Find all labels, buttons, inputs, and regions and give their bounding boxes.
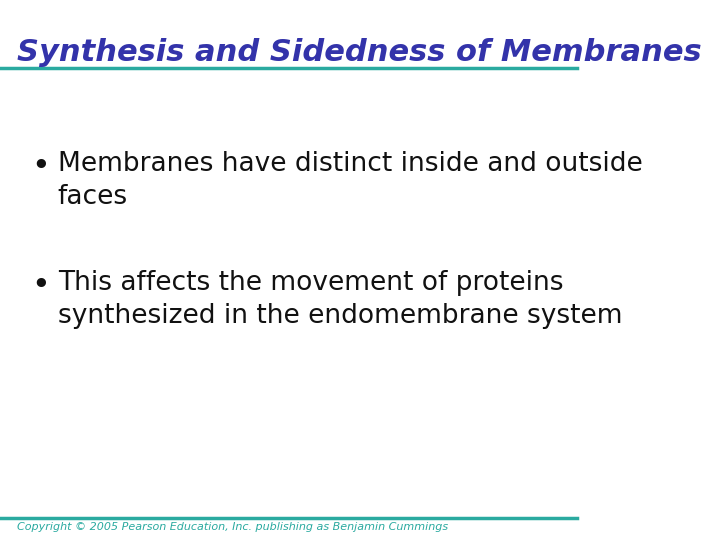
Text: •: • <box>31 151 50 182</box>
Text: Copyright © 2005 Pearson Education, Inc. publishing as Benjamin Cummings: Copyright © 2005 Pearson Education, Inc.… <box>17 522 449 531</box>
Text: Membranes have distinct inside and outside
faces: Membranes have distinct inside and outsi… <box>58 151 642 210</box>
Text: Synthesis and Sidedness of Membranes: Synthesis and Sidedness of Membranes <box>17 38 702 67</box>
Text: This affects the movement of proteins
synthesized in the endomembrane system: This affects the movement of proteins sy… <box>58 270 622 329</box>
Text: •: • <box>31 270 50 301</box>
